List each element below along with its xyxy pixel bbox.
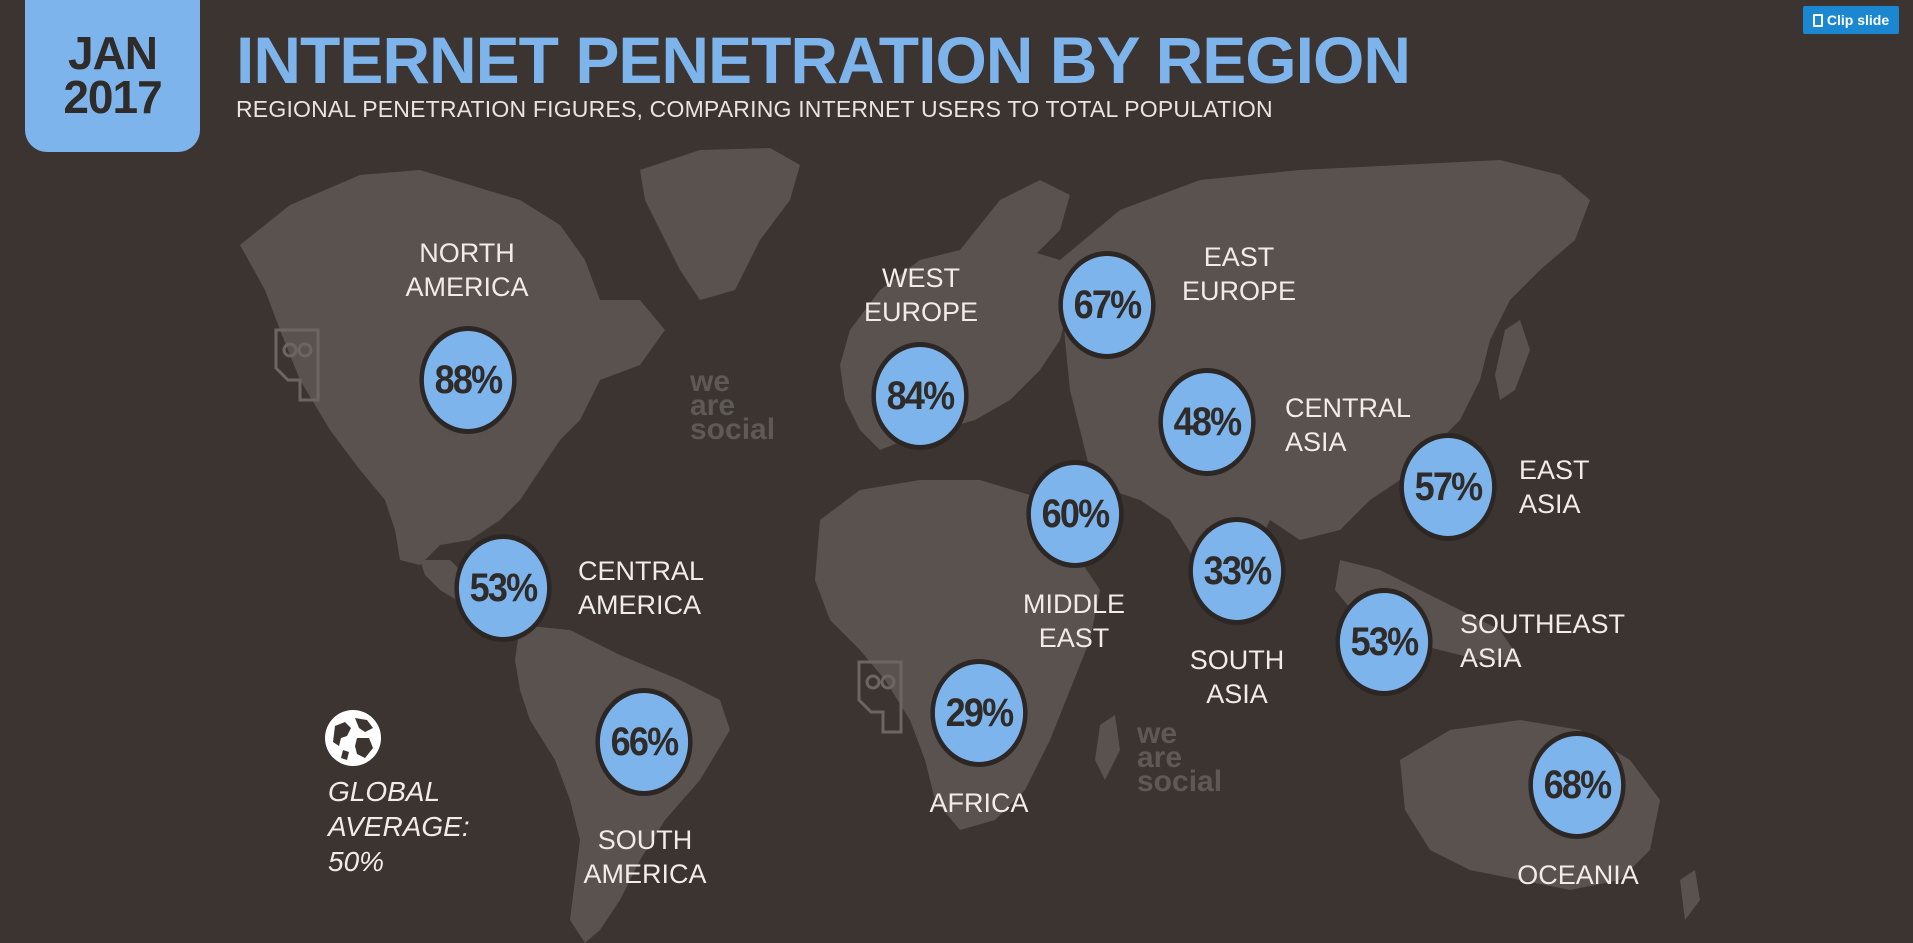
page-subtitle: REGIONAL PENETRATION FIGURES, COMPARING … (236, 96, 1273, 122)
globe-icon (325, 710, 381, 766)
greenland-shape (640, 148, 800, 300)
region-name-line-2: AMERICA (405, 272, 529, 302)
new-zealand-shape (1680, 870, 1700, 920)
region-name-line-2: ASIA (1519, 489, 1581, 519)
region-name-line-1: SOUTHEAST (1460, 609, 1626, 639)
region-name-line-1: NORTH (419, 238, 515, 268)
region-label-middle-east: MIDDLE EAST (1009, 587, 1139, 655)
region-label-east-europe: EAST EUROPE (1174, 240, 1304, 308)
page-title: INTERNET PENETRATION BY REGION (236, 23, 1411, 97)
region-value-south-asia: 33% (1188, 517, 1286, 625)
region-name-line-1: WEST (882, 263, 960, 293)
region-label-oceania: OCEANIA (1508, 858, 1648, 892)
clip-slide-label: Clip slide (1826, 12, 1890, 28)
region-label-north-america: NORTH AMERICA (402, 236, 532, 304)
watermark-americas: we are social (690, 365, 776, 446)
region-name-line-1: OCEANIA (1517, 860, 1639, 890)
asia-shape (1060, 160, 1590, 580)
japan-shape (1495, 320, 1530, 400)
global-average-value: 50% (328, 846, 385, 877)
region-value-east-europe: 67% (1058, 251, 1156, 359)
owl-logo-icon (274, 328, 320, 402)
global-average-line-2: AVERAGE: (328, 811, 470, 842)
scandinavia-shape (960, 180, 1070, 275)
region-name-line-2: ASIA (1206, 679, 1268, 709)
clip-slide-button[interactable]: Clip slide (1803, 6, 1899, 34)
region-label-africa: AFRICA (914, 786, 1044, 820)
region-value-north-america: 88% (419, 326, 517, 434)
region-value-oceania: 68% (1528, 731, 1626, 839)
region-name-line-2: ASIA (1460, 643, 1522, 673)
watermark-line-2: are (1137, 741, 1183, 774)
region-label-west-europe: WEST EUROPE (856, 261, 986, 329)
region-name-line-2: AMERICA (578, 590, 702, 620)
region-name-line-1: EAST (1519, 455, 1590, 485)
date-badge-month: JAN (67, 27, 158, 79)
region-name-line-1: SOUTH (597, 825, 693, 855)
region-name-line-2: ASIA (1285, 427, 1347, 457)
region-value-central-america: 53% (454, 534, 552, 642)
region-name-line-2: EUROPE (1181, 276, 1297, 306)
region-name-line-1: SOUTH (1189, 645, 1285, 675)
region-label-east-asia: EAST ASIA (1519, 453, 1590, 521)
region-value-east-asia: 57% (1399, 433, 1497, 541)
region-name-line-1: AFRICA (929, 788, 1029, 818)
region-value-central-asia: 48% (1158, 368, 1256, 476)
watermark-line-1: we (1137, 717, 1178, 750)
region-name-line-2: EAST (1038, 623, 1110, 653)
region-name-line-2: AMERICA (583, 859, 707, 889)
southeast-asia-shape (1335, 560, 1520, 660)
region-name-line-2: EUROPE (863, 297, 979, 327)
watermark-line-3: social (690, 413, 776, 446)
region-label-south-asia: SOUTH ASIA (1172, 643, 1302, 711)
watermark-africa: we are social (1137, 717, 1223, 798)
watermark-line-3: social (1137, 765, 1223, 798)
region-name-line-1: MIDDLE (1022, 589, 1125, 619)
watermark-line-2: are (690, 389, 736, 422)
region-value-africa: 29% (930, 659, 1028, 767)
global-average-line-1: GLOBAL (328, 776, 441, 807)
region-value-west-europe: 84% (871, 342, 969, 450)
clipboard-icon (1812, 13, 1823, 27)
region-label-central-asia: CENTRAL ASIA (1285, 391, 1411, 459)
region-name-line-1: CENTRAL (1285, 393, 1412, 423)
region-label-central-america: CENTRAL AMERICA (578, 554, 704, 622)
region-value-southeast-asia: 53% (1335, 588, 1433, 696)
owl-logo-icon (857, 660, 903, 734)
madagascar-shape (1095, 715, 1120, 780)
region-label-south-america: SOUTH AMERICA (580, 823, 710, 891)
region-name-line-1: EAST (1203, 242, 1275, 272)
region-value-south-america: 66% (595, 688, 693, 796)
date-badge: JAN 2017 (25, 0, 200, 152)
region-value-middle-east: 60% (1026, 460, 1124, 568)
date-badge-year: 2017 (63, 71, 162, 123)
global-average: GLOBAL AVERAGE: 50% (328, 774, 470, 879)
region-name-line-1: CENTRAL (578, 556, 705, 586)
region-label-southeast-asia: SOUTHEAST ASIA (1460, 607, 1625, 675)
watermark-line-1: we (690, 365, 731, 398)
africa-shape (815, 480, 1100, 830)
